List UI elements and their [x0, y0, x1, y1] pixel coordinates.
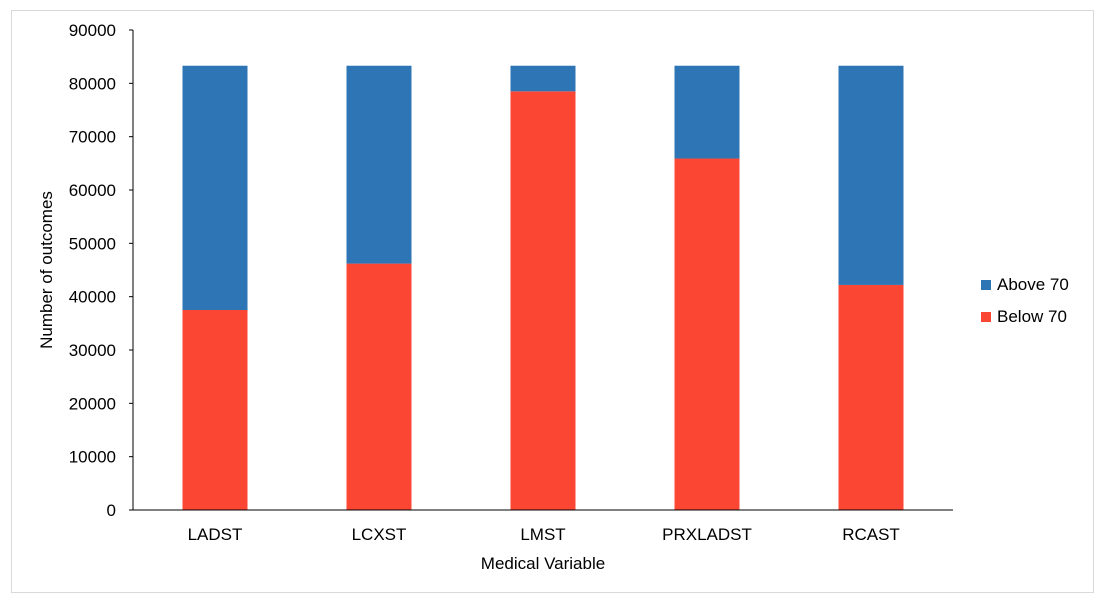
bar-segment-below-70	[346, 263, 412, 510]
x-tick-label: LCXST	[352, 525, 407, 544]
y-tick-labels: 0 10000 20000 30000 40000 50000 60000 70000 8000…	[69, 21, 133, 520]
bar-segment-above-70	[346, 65, 412, 264]
bars	[182, 65, 904, 511]
x-axis-title: Medical Variable	[481, 554, 605, 573]
bar-segment-above-70	[182, 65, 248, 310]
legend-swatch	[981, 312, 991, 322]
legend: Above 70 Below 70	[981, 275, 1069, 326]
x-tick-label: LMST	[520, 525, 565, 544]
bar-segment-above-70	[838, 65, 904, 285]
bar-segment-above-70	[674, 65, 740, 159]
bar-segment-below-70	[674, 158, 740, 511]
y-tick-label: 30000	[69, 341, 116, 360]
legend-swatch	[981, 280, 991, 290]
y-tick-label: 60000	[69, 181, 116, 200]
y-tick-label: 10000	[69, 448, 116, 467]
y-tick-label: 0	[107, 501, 116, 520]
y-tick-label: 90000	[69, 21, 116, 40]
x-tick-labels: LADST LCXST LMST PRXLADST RCAST	[188, 525, 900, 544]
y-tick-label: 70000	[69, 128, 116, 147]
legend-label: Above 70	[997, 275, 1069, 294]
axes	[132, 30, 953, 511]
bar-segment-below-70	[838, 284, 904, 510]
x-tick-label: LADST	[188, 525, 243, 544]
x-tick-label: RCAST	[842, 525, 900, 544]
legend-label: Below 70	[997, 307, 1067, 326]
y-axis-title: Number of outcomes	[37, 191, 56, 349]
y-tick-label: 80000	[69, 74, 116, 93]
y-tick-label: 20000	[69, 394, 116, 413]
bar-segment-below-70	[510, 91, 576, 510]
bar-segment-above-70	[510, 65, 576, 92]
bar-segment-below-70	[182, 310, 248, 510]
x-tick-label: PRXLADST	[662, 525, 752, 544]
y-tick-label: 40000	[69, 288, 116, 307]
y-tick-label: 50000	[69, 234, 116, 253]
